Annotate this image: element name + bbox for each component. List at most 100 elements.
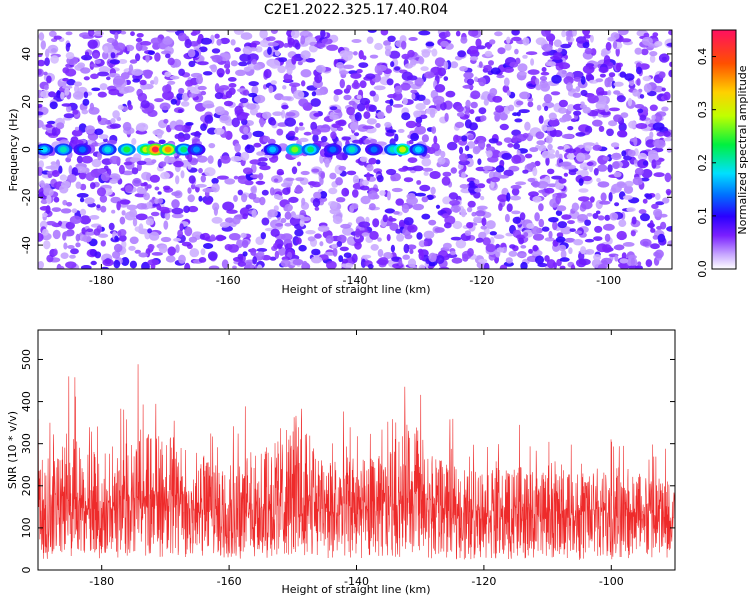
heatmap-cell xyxy=(496,74,505,79)
heatmap-cell xyxy=(511,154,522,164)
heatmap-cell xyxy=(93,228,101,236)
heatmap-cell xyxy=(548,112,557,121)
heatmap-band-hotspot xyxy=(59,146,67,153)
heatmap-cell xyxy=(343,252,352,258)
heatmap-cell xyxy=(215,234,225,242)
heatmap-cell xyxy=(415,122,422,128)
heatmap-cell xyxy=(434,57,446,67)
heatmap-cell xyxy=(389,222,399,231)
heatmap-cell xyxy=(366,172,371,181)
heatmap-cell xyxy=(203,243,214,249)
heatmap-cell xyxy=(534,255,545,265)
heatmap-cell xyxy=(445,90,456,98)
heatmap-cell xyxy=(81,109,89,115)
heatmap-cell xyxy=(120,257,130,266)
heatmap-cell xyxy=(408,37,418,41)
heatmap-cell xyxy=(38,261,44,269)
heatmap-cell xyxy=(640,177,650,182)
heatmap-cell xyxy=(511,30,520,36)
heatmap-cell xyxy=(256,248,268,252)
heatmap-cell xyxy=(83,76,90,81)
heatmap-cell xyxy=(282,85,287,90)
heatmap-cell xyxy=(109,59,121,65)
heatmap-cell xyxy=(477,205,488,210)
heatmap-cell xyxy=(311,168,320,173)
heatmap-cell xyxy=(432,95,445,105)
heatmap-cell xyxy=(514,48,519,55)
heatmap-cell xyxy=(377,249,384,257)
heatmap-cell xyxy=(46,120,56,125)
heatmap-cell xyxy=(637,261,642,267)
heatmap-cell xyxy=(583,142,596,147)
heatmap-band-hotspot xyxy=(164,146,172,153)
heatmap-cell xyxy=(643,32,650,38)
heatmap-cell xyxy=(400,82,411,91)
heatmap-cell xyxy=(200,123,207,131)
heatmap-cell xyxy=(250,264,255,269)
heatmap-cell xyxy=(154,186,160,191)
heatmap-cell xyxy=(541,226,550,232)
heatmap-cell xyxy=(275,223,283,227)
heatmap-cell xyxy=(38,59,46,67)
heatmap-band-hotspot xyxy=(399,146,406,153)
heatmap-cell xyxy=(240,151,250,161)
heatmap-cell xyxy=(117,230,122,237)
heatmap-cell xyxy=(475,38,482,48)
heatmap-cell xyxy=(367,30,377,33)
heatmap-cell xyxy=(431,126,437,134)
heatmap-cell xyxy=(541,30,551,37)
heatmap-cell xyxy=(480,115,487,122)
heatmap-cell xyxy=(487,156,499,163)
heatmap-cell xyxy=(664,172,672,183)
heatmap-cell xyxy=(418,30,431,36)
heatmap-cell xyxy=(567,104,575,112)
heatmap-cell xyxy=(413,110,422,118)
heatmap-cell xyxy=(578,188,589,193)
heatmap-cell xyxy=(94,128,104,136)
heatmap-cell xyxy=(149,174,160,183)
heatmap-cell xyxy=(313,112,321,117)
heatmap-cell xyxy=(384,48,392,57)
heatmap-cell xyxy=(403,177,414,183)
heatmap-cell xyxy=(40,180,45,188)
heatmap-x-ticks: -180 -160 -140 -120 -100 xyxy=(89,30,621,287)
heatmap-cell xyxy=(281,104,289,110)
heatmap-cell xyxy=(362,55,367,61)
heatmap-cell xyxy=(233,30,245,35)
heatmap-cell xyxy=(509,61,519,68)
x-tick-label: -100 xyxy=(596,274,621,287)
heatmap-cell xyxy=(230,60,238,67)
heatmap-cell xyxy=(532,244,539,252)
heatmap-cell xyxy=(214,83,220,93)
heatmap-cell xyxy=(657,233,666,243)
heatmap-cell xyxy=(84,197,95,205)
heatmap-cell xyxy=(465,99,471,108)
heatmap-cell xyxy=(98,134,109,140)
heatmap-cell xyxy=(270,118,277,126)
heatmap-cell xyxy=(185,122,194,126)
heatmap-cell xyxy=(350,121,359,131)
heatmap-cell xyxy=(553,52,563,60)
heatmap-cell xyxy=(118,164,125,175)
heatmap-cell xyxy=(69,254,76,259)
heatmap-cell xyxy=(558,62,571,70)
heatmap-cell xyxy=(222,201,235,211)
heatmap-cell xyxy=(360,195,371,205)
heatmap-cell xyxy=(91,158,102,168)
heatmap-cell xyxy=(394,66,401,71)
heatmap-cell xyxy=(461,135,468,142)
heatmap-cell xyxy=(284,211,292,220)
heatmap-cell xyxy=(284,117,297,127)
heatmap-cell xyxy=(199,233,205,240)
heatmap-cell xyxy=(578,178,584,186)
heatmap-cell xyxy=(459,66,468,72)
heatmap-cell xyxy=(536,140,546,146)
heatmap-cell xyxy=(242,251,248,257)
heatmap-cell xyxy=(442,213,449,219)
heatmap-cell xyxy=(183,205,191,213)
heatmap-cell xyxy=(618,262,627,269)
heatmap-cell xyxy=(506,203,513,212)
x-tick-label: -160 xyxy=(217,575,242,588)
heatmap-cell xyxy=(272,111,283,116)
heatmap-cell xyxy=(96,187,107,197)
